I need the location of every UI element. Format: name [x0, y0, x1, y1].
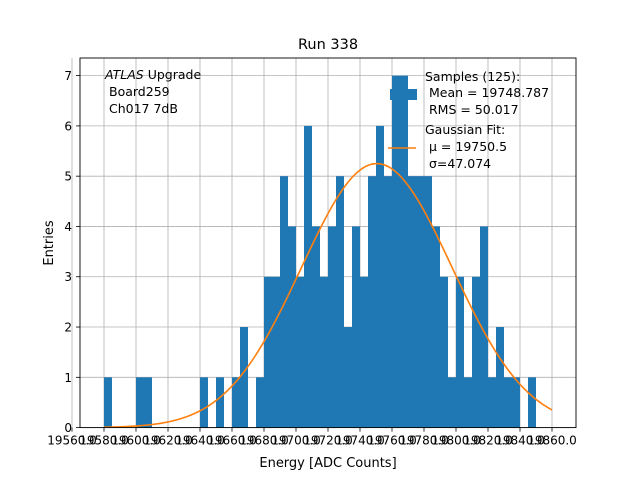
y-tick-label-1: 1: [64, 371, 72, 385]
histogram-bar-4: [216, 377, 224, 428]
x-tick-label-1: 19580.0: [79, 434, 129, 448]
histogram-bar-38: [504, 377, 512, 428]
histogram-bar-17: [336, 176, 344, 428]
x-tick-label-9: 19740.0: [335, 434, 385, 448]
histogram-bars: [104, 75, 536, 428]
x-tick-label-7: 19700.0: [271, 434, 321, 448]
histogram-bar-36: [488, 377, 496, 428]
x-tick-label-15: 19860.0: [527, 434, 577, 448]
histogram-bar-13: [304, 125, 312, 428]
x-tick-label-14: 19840.0: [495, 434, 545, 448]
y-tick-label-0: 0: [64, 421, 72, 435]
annotation-channel: Ch017 7dB: [109, 101, 178, 116]
histogram-bar-12: [296, 276, 304, 428]
histogram-bar-9: [272, 276, 280, 428]
histogram-bar-29: [432, 226, 440, 428]
annotation-experiment: ATLAS: [104, 67, 144, 82]
svg-text:ATLAS Upgrade: ATLAS Upgrade: [104, 67, 201, 82]
annotation-board: Board259: [109, 84, 170, 99]
x-tick-label-8: 19720.0: [303, 434, 353, 448]
legend-fit-sigma: σ=47.074: [429, 156, 491, 171]
y-tick-label-2: 2: [64, 321, 72, 335]
x-tick-label-10: 19760.0: [367, 434, 417, 448]
histogram-bar-40: [528, 377, 536, 428]
histogram-bar-39: [512, 377, 520, 428]
histogram-bar-20: [360, 276, 368, 428]
annotation-experiment-suffix: Upgrade: [144, 67, 202, 82]
legend-samples-rms: RMS = 50.017: [429, 102, 519, 117]
legend: Samples (125): Mean = 19748.787 RMS = 50…: [388, 69, 549, 171]
histogram-bar-27: [416, 176, 424, 428]
histogram-bar-28: [424, 176, 432, 428]
histogram-bar-1: [136, 377, 144, 428]
histogram-bar-6: [240, 327, 248, 428]
legend-fit-mu: μ = 19750.5: [429, 139, 507, 154]
run-annotation: ATLAS Upgrade Board259 Ch017 7dB: [104, 67, 201, 116]
y-axis-ticks: 0 1 2 3 4 5 6 7: [64, 69, 80, 435]
legend-samples-swatch: [390, 89, 417, 100]
histogram-bar-18: [344, 327, 352, 428]
histogram-bar-16: [328, 226, 336, 428]
histogram-bar-11: [288, 226, 296, 428]
histogram-bar-25: [400, 75, 408, 428]
histogram-bar-26: [408, 176, 416, 428]
histogram-bar-15: [320, 276, 328, 428]
legend-fit-title: Gaussian Fit:: [425, 122, 505, 137]
histogram-bar-31: [448, 377, 456, 428]
histogram-bar-37: [496, 327, 504, 428]
y-tick-label-6: 6: [64, 119, 72, 133]
y-axis-label: Entries: [42, 220, 57, 266]
histogram-bar-34: [472, 276, 480, 428]
histogram-bar-7: [256, 377, 264, 428]
histogram-bar-24: [392, 75, 400, 428]
x-tick-label-11: 19780.0: [399, 434, 449, 448]
y-tick-label-7: 7: [64, 69, 72, 83]
histogram-bar-32: [456, 276, 464, 428]
histogram-bar-35: [480, 226, 488, 428]
x-tick-label-2: 19600.0: [111, 434, 161, 448]
histogram-bar-5: [232, 377, 240, 428]
x-tick-label-0: 19560.0: [47, 434, 97, 448]
x-tick-label-12: 19800.0: [431, 434, 481, 448]
histogram-bar-22: [376, 125, 384, 428]
y-tick-label-5: 5: [64, 170, 72, 184]
histogram-bar-3: [200, 377, 208, 428]
histogram-bar-30: [440, 276, 448, 428]
histogram-bar-23: [384, 176, 392, 428]
histogram-bar-8: [264, 276, 272, 428]
histogram-bar-21: [368, 176, 376, 428]
histogram-bar-2: [144, 377, 152, 428]
x-tick-label-4: 19640.0: [175, 434, 225, 448]
histogram-bar-10: [280, 176, 288, 428]
x-tick-label-6: 19680.0: [239, 434, 289, 448]
chart-title: Run 338: [298, 37, 358, 53]
x-tick-label-5: 19660.0: [207, 434, 257, 448]
legend-samples-title: Samples (125):: [425, 69, 520, 84]
histogram-bar-19: [352, 226, 360, 428]
gaussian-fit-curve: [103, 162, 553, 429]
histogram-bar-14: [312, 226, 320, 428]
x-axis-label: Energy [ADC Counts]: [259, 456, 396, 471]
x-axis-ticks: 19560.019580.019600.019620.019640.019660…: [47, 427, 577, 448]
y-tick-label-3: 3: [64, 270, 72, 284]
legend-samples-mean: Mean = 19748.787: [429, 85, 549, 100]
x-tick-label-3: 19620.0: [143, 434, 193, 448]
histogram-bar-0: [104, 377, 112, 428]
x-tick-label-13: 19820.0: [463, 434, 513, 448]
y-tick-label-4: 4: [64, 220, 72, 234]
histogram-bar-33: [464, 377, 472, 428]
